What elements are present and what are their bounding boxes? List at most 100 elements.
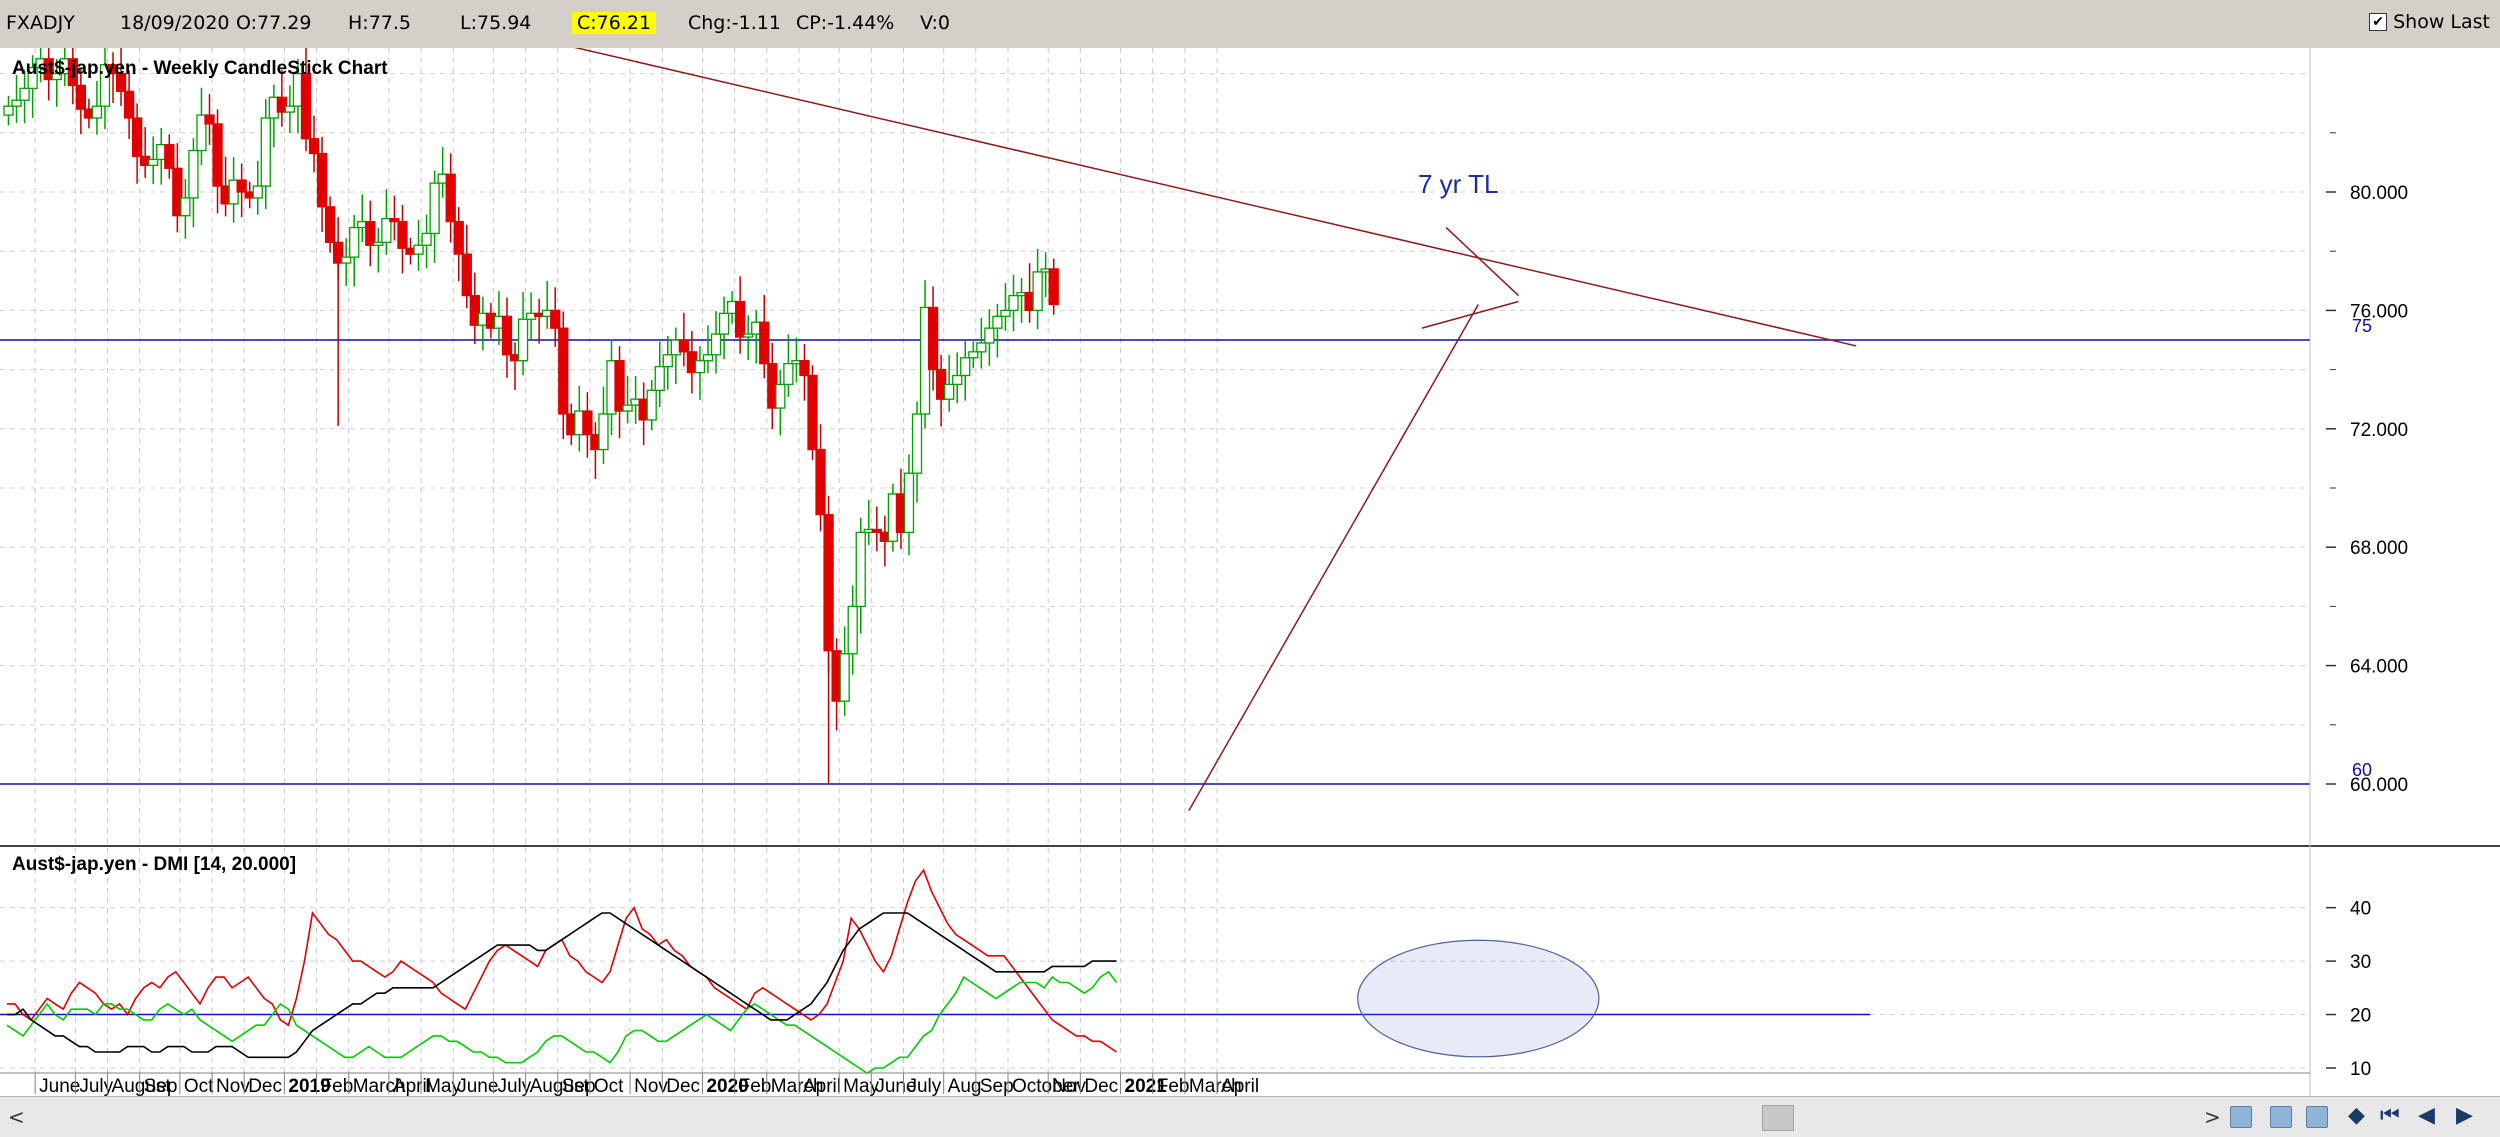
candle xyxy=(365,200,376,267)
x-tick-label: Aug xyxy=(948,1076,982,1096)
candle xyxy=(316,136,328,232)
chart-area[interactable]: 60.000 64.000 68.000 72.000 76.000 80.000 75 60… xyxy=(0,48,2500,1096)
candle xyxy=(429,170,440,263)
candle-body xyxy=(308,138,320,155)
candle xyxy=(815,424,826,532)
y-tick-label: 72.000 xyxy=(2350,420,2408,441)
candle xyxy=(123,70,135,139)
candle-body xyxy=(710,333,722,356)
candle xyxy=(517,292,529,376)
candle xyxy=(19,69,30,124)
candle-body xyxy=(694,360,706,374)
candle-body xyxy=(131,117,143,158)
x-tick-label: Feb xyxy=(739,1076,772,1096)
candle xyxy=(911,401,923,503)
candle xyxy=(445,153,456,243)
candle-body xyxy=(1008,294,1019,312)
pan-both-icon[interactable]: ◆ xyxy=(2348,1103,2365,1128)
level-label: 60 xyxy=(2352,760,2372,780)
candle xyxy=(654,341,665,408)
candle-body xyxy=(421,232,432,246)
change-value: Chg:-1.11 xyxy=(688,12,781,34)
candle xyxy=(614,346,625,439)
candle xyxy=(871,506,882,552)
candle-body xyxy=(260,117,271,187)
candle xyxy=(976,317,987,369)
candle-body xyxy=(927,306,939,371)
candle xyxy=(775,369,786,436)
x-tick-label: 2021 xyxy=(1125,1076,1168,1096)
candle-body xyxy=(397,220,408,249)
step-forward-icon[interactable]: ▶ xyxy=(2456,1103,2473,1128)
candle-body xyxy=(276,96,288,113)
candle-body xyxy=(413,244,424,255)
candle-body xyxy=(324,206,336,243)
y-tick-label: 68.000 xyxy=(2350,538,2408,559)
info-bar: FXADJY 18/09/2020 O:77.29 H:77.5 L:75.94… xyxy=(0,0,2500,49)
x-tick-label: June xyxy=(875,1076,916,1096)
candle xyxy=(180,179,191,239)
candle xyxy=(550,287,561,347)
candle-body xyxy=(807,374,818,451)
candle-body xyxy=(389,217,400,223)
candle-body xyxy=(759,321,770,365)
candle xyxy=(91,81,103,135)
chart-settings-button[interactable] xyxy=(2306,1106,2328,1128)
show-last-checkbox[interactable]: ✔ xyxy=(2369,13,2388,31)
candle xyxy=(582,392,593,458)
trend-line xyxy=(1421,300,1519,329)
candle-body xyxy=(871,528,882,534)
candle xyxy=(67,48,78,105)
candle xyxy=(944,355,955,412)
go-start-icon[interactable]: ⏮ xyxy=(2380,1103,2400,1128)
candle-body xyxy=(212,123,223,187)
candle-body xyxy=(381,217,392,243)
candle-body xyxy=(743,333,754,338)
x-tick-label: Nov xyxy=(1052,1076,1086,1096)
candle-body xyxy=(3,105,14,116)
candle-body xyxy=(582,410,593,436)
candle-body xyxy=(204,114,215,125)
scroll-thumb[interactable] xyxy=(1762,1105,1794,1131)
show-last-toggle[interactable]: ✔ Show Last xyxy=(2369,11,2490,33)
candle-body xyxy=(855,531,866,608)
candle-body xyxy=(19,87,30,101)
candle xyxy=(847,585,858,675)
zoom-in-button[interactable] xyxy=(2230,1106,2252,1128)
horizontal-scrollbar[interactable]: < > ◆ ⏮ ◀ ▶ xyxy=(0,1096,2500,1137)
candle-body xyxy=(75,84,87,110)
candle xyxy=(710,311,722,374)
y-tick-label: 76.000 xyxy=(2350,301,2408,322)
scroll-right-arrow[interactable]: > xyxy=(2204,1105,2221,1129)
x-tick-label: Oct xyxy=(594,1076,624,1096)
zoom-out-button[interactable] xyxy=(2270,1106,2292,1128)
step-back-icon[interactable]: ◀ xyxy=(2418,1103,2435,1128)
candle xyxy=(992,303,1003,358)
candle xyxy=(252,160,263,215)
candle-body xyxy=(815,448,826,516)
candle xyxy=(501,297,513,378)
x-tick-label: April xyxy=(803,1076,841,1096)
candle xyxy=(212,109,223,214)
candle-body xyxy=(252,185,263,199)
candle-body xyxy=(43,58,54,81)
candle-body xyxy=(172,167,183,217)
candle xyxy=(99,48,111,130)
candle xyxy=(469,272,480,345)
candle xyxy=(107,52,119,103)
candle xyxy=(164,134,175,179)
candle xyxy=(952,352,963,404)
candle xyxy=(839,626,850,716)
x-tick-label: 2020 xyxy=(706,1076,748,1096)
price-panel: 60.000 64.000 68.000 72.000 76.000 80.000 75 60… xyxy=(0,48,2408,1073)
candle-body xyxy=(180,197,191,217)
x-tick-label: July xyxy=(79,1076,113,1096)
candle xyxy=(453,207,464,282)
candle xyxy=(27,55,38,118)
candle xyxy=(236,163,247,218)
candle xyxy=(694,346,706,400)
scroll-left-arrow[interactable]: < xyxy=(8,1105,25,1129)
show-last-label: Show Last xyxy=(2393,11,2490,33)
dmi-series-line xyxy=(6,970,1118,1075)
candle-body xyxy=(453,220,464,255)
